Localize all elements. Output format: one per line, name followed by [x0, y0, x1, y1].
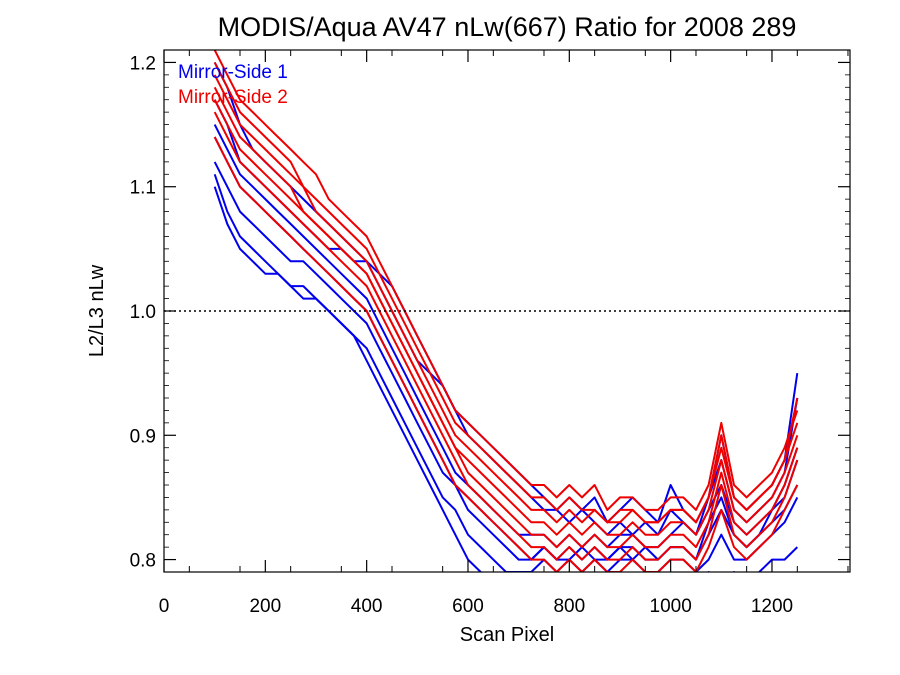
- y-tick-label: 1.0: [130, 302, 156, 323]
- x-tick-label: 0: [159, 596, 170, 617]
- chart-svg: MODIS/Aqua AV47 nLw(667) Ratio for 2008 …: [0, 0, 900, 675]
- chart-title: MODIS/Aqua AV47 nLw(667) Ratio for 2008 …: [218, 12, 797, 42]
- x-tick-label: 600: [452, 596, 484, 617]
- series-layer: [215, 50, 798, 597]
- y-tick-label: 0.9: [130, 426, 156, 447]
- legend-entry-2: Mirror-Side 2: [178, 87, 288, 108]
- y-tick-label: 1.1: [130, 178, 156, 199]
- series-2-line-1: [215, 62, 798, 522]
- x-tick-label: 1200: [751, 596, 793, 617]
- y-tick-label: 0.8: [130, 551, 156, 572]
- series-1-line-3: [215, 100, 798, 535]
- x-tick-label: 200: [249, 596, 281, 617]
- series-2-line-4: [215, 50, 798, 510]
- plot-frame: [164, 50, 850, 572]
- x-tick-label: 400: [351, 596, 383, 617]
- y-tick-label: 1.2: [130, 53, 156, 74]
- x-tick-label: 1000: [650, 596, 692, 617]
- x-tick-label: 800: [553, 596, 585, 617]
- series-1-line-4: [215, 62, 798, 522]
- x-axis-label: Scan Pixel: [460, 624, 555, 646]
- y-axis-label: L2/L3 nLw: [86, 264, 108, 357]
- legend-entry-1: Mirror-Side 1: [178, 62, 288, 83]
